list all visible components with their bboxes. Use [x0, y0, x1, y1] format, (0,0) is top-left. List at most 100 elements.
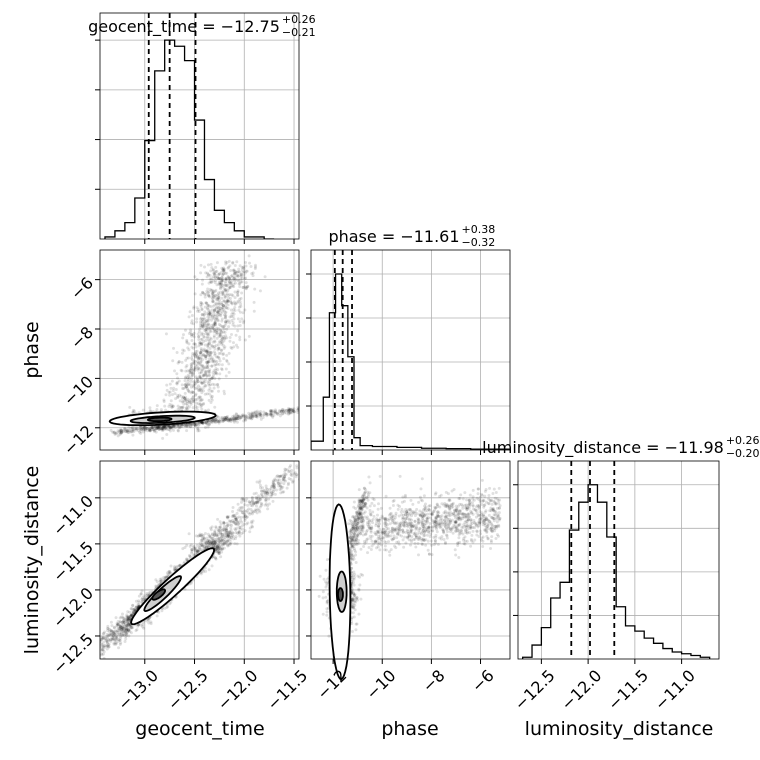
panel-frame: [99, 12, 300, 240]
sample-point: [217, 323, 221, 327]
sample-point: [224, 260, 228, 264]
sample-point: [220, 541, 224, 545]
sample-point: [217, 298, 221, 302]
sample-point: [228, 541, 232, 545]
sample-point: [217, 377, 221, 381]
sample-point: [172, 424, 176, 428]
sample-point: [168, 393, 172, 397]
sample-point: [190, 423, 194, 427]
sample-point: [113, 633, 117, 637]
sample-point: [212, 316, 216, 320]
sample-point: [205, 350, 209, 354]
sample-point: [123, 639, 127, 643]
sample-point: [130, 428, 134, 432]
sample-point: [208, 386, 212, 390]
sample-point: [211, 299, 215, 303]
sample-point: [262, 410, 266, 414]
histogram-phase: [311, 273, 510, 450]
sample-point: [200, 302, 204, 306]
sample-point: [215, 302, 219, 306]
sample-point: [210, 316, 214, 320]
sample-point: [119, 431, 123, 435]
sample-point: [240, 416, 244, 420]
sample-point: [171, 424, 175, 428]
sample-point: [294, 473, 298, 477]
sample-point: [118, 634, 122, 638]
sample-point: [131, 609, 135, 613]
sample-point: [237, 274, 241, 278]
sample-point: [238, 416, 242, 420]
sample-point: [210, 323, 214, 327]
sample-point: [107, 629, 111, 633]
sample-point: [105, 636, 109, 640]
sample-point: [231, 321, 235, 325]
sample-point: [218, 277, 222, 281]
sample-point: [204, 324, 208, 328]
sample-point: [186, 380, 190, 384]
sample-point: [244, 416, 248, 420]
sample-point: [209, 526, 213, 530]
sample-point: [281, 407, 285, 411]
sample-point: [231, 268, 235, 272]
sample-point: [142, 425, 146, 429]
sample-point: [134, 606, 138, 610]
sample-point: [221, 417, 225, 421]
sample-point: [112, 637, 116, 641]
sample-point: [240, 414, 244, 418]
sample-point: [192, 397, 196, 401]
sample-point: [295, 408, 299, 412]
sample-point: [207, 304, 211, 308]
sample-point: [122, 621, 126, 625]
sample-point: [212, 322, 216, 326]
sample-point: [206, 315, 210, 319]
sample-point: [290, 474, 294, 478]
sample-point: [224, 313, 228, 317]
sample-point: [176, 395, 180, 399]
sample-point: [156, 426, 160, 430]
sample-point: [126, 610, 130, 614]
sample-point: [141, 426, 145, 430]
sample-point: [220, 277, 224, 281]
sample-point: [206, 352, 210, 356]
sample-point: [234, 412, 238, 416]
sample-point: [235, 301, 239, 305]
sample-point: [198, 362, 202, 366]
sample-point: [119, 641, 123, 645]
sample-point: [229, 281, 233, 285]
sample-point: [250, 524, 254, 528]
sample-point: [117, 429, 121, 433]
sample-point: [207, 323, 211, 327]
sample-point: [254, 414, 258, 418]
sample-point: [167, 425, 171, 429]
sample-point: [194, 392, 198, 396]
sample-point: [132, 409, 136, 413]
sample-point: [178, 563, 182, 567]
sample-point: [160, 427, 164, 431]
sample-point: [226, 300, 230, 304]
sample-point: [239, 272, 243, 276]
sample-point: [198, 386, 202, 390]
sample-point: [145, 594, 149, 598]
sample-point: [125, 620, 129, 624]
sample-point: [248, 530, 252, 534]
sample-point: [233, 324, 237, 328]
sample-point: [189, 330, 193, 334]
sample-point: [191, 371, 195, 375]
sample-point: [110, 632, 114, 636]
sample-point: [148, 590, 152, 594]
sample-point: [187, 422, 191, 426]
sample-point: [206, 318, 210, 322]
sample-point: [151, 426, 155, 430]
sample-point: [215, 372, 219, 376]
sample-point: [127, 615, 131, 619]
sample-point: [231, 275, 235, 279]
sample-point: [240, 266, 244, 270]
sample-point: [243, 413, 247, 417]
sample-point: [207, 392, 211, 396]
sample-point: [199, 348, 203, 352]
sample-point: [135, 628, 139, 632]
sample-point: [211, 268, 215, 272]
sample-point: [211, 419, 215, 423]
sample-point: [202, 373, 206, 377]
sample-point: [190, 345, 194, 349]
